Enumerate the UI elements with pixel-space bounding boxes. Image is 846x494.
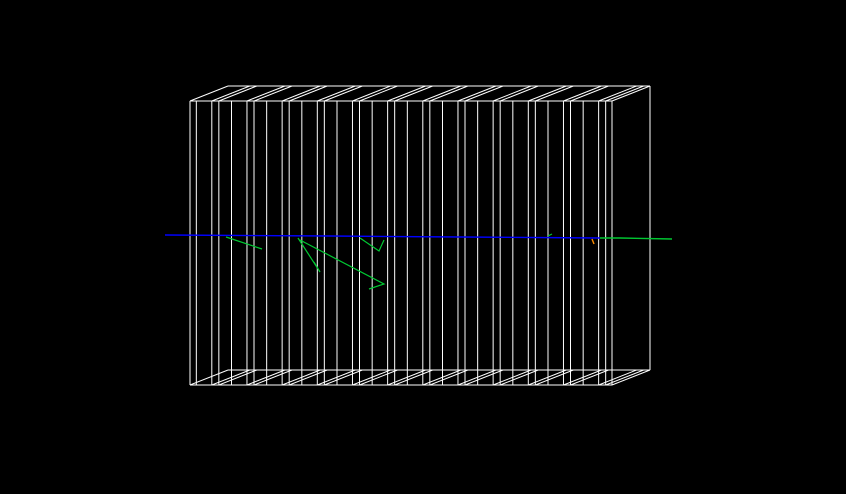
secondary-track xyxy=(359,237,385,252)
layer-top-depth-edge xyxy=(429,85,469,102)
layer-top-depth-edge xyxy=(422,85,461,102)
layer-top-depth-edge xyxy=(492,85,532,102)
layer-bottom-depth-edge xyxy=(281,369,321,386)
layer-bottom-depth-edge xyxy=(359,369,398,386)
detector-top-left-depth-edge xyxy=(189,85,229,102)
layer-top-depth-edge xyxy=(253,85,293,102)
layer-bottom-depth-edge xyxy=(429,369,469,386)
layer-top-depth-edge xyxy=(387,85,426,102)
layer-bottom-depth-edge xyxy=(352,369,391,386)
secondary-track xyxy=(225,236,263,250)
detector-wireframe xyxy=(189,85,651,386)
layer-top-depth-edge xyxy=(281,85,321,102)
layer-bottom-depth-edge xyxy=(535,369,574,386)
layer-top-depth-edge xyxy=(528,85,567,102)
layer-top-depth-edge xyxy=(359,85,398,102)
layer-bottom-depth-edge xyxy=(492,369,532,386)
layer-bottom-depth-edge xyxy=(598,369,637,386)
detector-top-right-depth-edge xyxy=(611,85,651,102)
layer-bottom-depth-edge xyxy=(387,369,426,386)
layer-bottom-depth-edge xyxy=(528,369,567,386)
layer-top-depth-edge xyxy=(535,85,574,102)
layer-top-depth-edge xyxy=(570,85,609,102)
exiting-track xyxy=(600,237,673,240)
layer-top-depth-edge xyxy=(464,85,504,102)
layer-bottom-depth-edge xyxy=(246,369,286,386)
layer-top-depth-edge xyxy=(563,85,602,102)
layer-bottom-depth-edge xyxy=(570,369,609,386)
layer-bottom-depth-edge xyxy=(563,369,602,386)
layer-top-depth-edge xyxy=(218,85,258,102)
layer-bottom-depth-edge xyxy=(211,369,250,386)
layer-bottom-depth-edge xyxy=(288,369,328,386)
layer-top-depth-edge xyxy=(598,85,637,102)
particle-tracks xyxy=(164,233,673,290)
layer-bottom-depth-edge xyxy=(422,369,461,386)
beam-track xyxy=(164,234,601,239)
layer-top-depth-edge xyxy=(246,85,286,102)
layer-bottom-depth-edge xyxy=(324,369,363,386)
layer-top-depth-edge xyxy=(211,85,250,102)
layer-bottom-depth-edge xyxy=(605,369,644,386)
layer-top-depth-edge xyxy=(394,85,433,102)
detector-bottom-left-depth-edge xyxy=(189,369,229,386)
layer-top-depth-edge xyxy=(605,85,644,102)
layer-bottom-depth-edge xyxy=(394,369,433,386)
layer-top-depth-edge xyxy=(288,85,328,102)
secondary-track xyxy=(299,239,386,290)
layer-bottom-depth-edge xyxy=(317,369,356,386)
layer-bottom-depth-edge xyxy=(253,369,293,386)
layer-top-depth-edge xyxy=(457,85,497,102)
layer-bottom-depth-edge xyxy=(499,369,539,386)
hit-marker xyxy=(591,238,595,245)
secondary-track xyxy=(547,233,553,237)
layer-bottom-depth-edge xyxy=(218,369,258,386)
layer-top-depth-edge xyxy=(324,85,363,102)
layer-top-depth-edge xyxy=(352,85,391,102)
secondary-track xyxy=(297,237,321,273)
layer-bottom-depth-edge xyxy=(457,369,497,386)
layer-top-depth-edge xyxy=(317,85,356,102)
layer-top-depth-edge xyxy=(499,85,539,102)
layer-bottom-depth-edge xyxy=(464,369,504,386)
detector-bottom-right-depth-edge xyxy=(611,369,651,386)
